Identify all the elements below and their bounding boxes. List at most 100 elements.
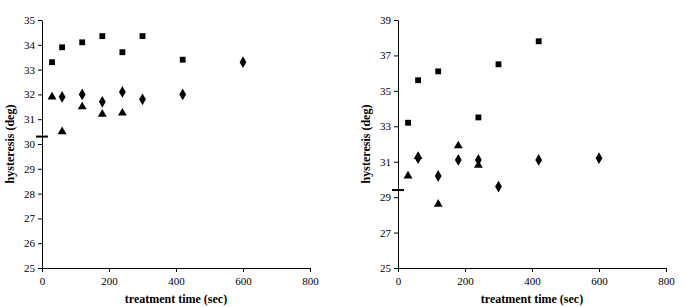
- point: [98, 109, 107, 117]
- x-tick-mark: [532, 268, 533, 272]
- point: [435, 68, 441, 74]
- y-tick-label: 29: [380, 191, 392, 203]
- y-tick: 29: [24, 163, 42, 175]
- x-tick-mark: [243, 268, 244, 272]
- series: [48, 92, 127, 134]
- y-tick-mark: [394, 126, 398, 127]
- y-axis: 25 26 27 28 29 30 31 32 33 34 35: [24, 14, 43, 274]
- point: [475, 115, 481, 121]
- x-tick: 200: [101, 268, 118, 287]
- y-tick-mark: [394, 91, 398, 92]
- y-tick: 31: [380, 156, 398, 168]
- point: [495, 181, 502, 193]
- point: [435, 170, 442, 182]
- point: [49, 59, 55, 65]
- point: [48, 92, 57, 100]
- point: [434, 199, 443, 207]
- point: [119, 49, 125, 55]
- chart: 02004006008002526272829303132333435treat…: [3, 14, 319, 306]
- y-tick: 30: [24, 138, 42, 150]
- point: [240, 56, 247, 68]
- x-tick-label: 200: [101, 275, 118, 287]
- plot-area: [48, 33, 247, 134]
- plot-area: [404, 38, 603, 206]
- y-tick: 31: [24, 113, 42, 125]
- y-tick-mark: [394, 268, 398, 269]
- y-tick-mark: [38, 45, 42, 46]
- point: [180, 57, 186, 63]
- y-tick-mark: [38, 20, 42, 21]
- y-tick-mark: [394, 55, 398, 56]
- x-tick-label: 0: [40, 275, 46, 287]
- point: [474, 160, 483, 168]
- y-tick-mark: [38, 268, 42, 269]
- y-tick-mark: [38, 169, 42, 170]
- point: [596, 152, 603, 164]
- point: [496, 61, 502, 67]
- y-tick-mark: [394, 20, 398, 21]
- point: [119, 86, 126, 98]
- figure: 02004006008002526272829303132333435treat…: [0, 0, 686, 307]
- y-axis-title: hysteresis (deg): [359, 105, 373, 184]
- x-tick-mark: [465, 268, 466, 272]
- y-tick-mark: [394, 233, 398, 234]
- x-axis-title: treatment time (sec): [481, 292, 583, 306]
- y-tick: 35: [380, 85, 398, 97]
- y-tick-mark: [394, 162, 398, 163]
- x-tick: 200: [457, 268, 474, 287]
- point: [405, 120, 411, 126]
- y-tick-label: 25: [24, 262, 36, 274]
- point: [139, 93, 146, 105]
- y-tick-label: 30: [24, 138, 36, 150]
- y-tick-label: 31: [380, 156, 391, 168]
- point: [79, 89, 86, 101]
- y-tick: 37: [380, 49, 398, 61]
- x-tick-label: 200: [457, 275, 474, 287]
- series: [59, 56, 247, 107]
- y-tick-label: 29: [24, 163, 36, 175]
- x-tick-label: 400: [168, 275, 185, 287]
- y-tick-mark: [38, 70, 42, 71]
- y-tick: 26: [24, 237, 42, 249]
- reference-dash: [392, 189, 404, 191]
- y-tick: 27: [24, 212, 42, 224]
- y-tick-mark: [38, 194, 42, 195]
- x-tick-label: 400: [524, 275, 541, 287]
- y-tick-label: 33: [380, 120, 392, 132]
- y-tick-label: 37: [380, 49, 392, 61]
- y-tick: 29: [380, 191, 398, 203]
- x-tick: 400: [168, 268, 185, 287]
- point: [414, 151, 423, 159]
- x-tick-mark: [666, 268, 667, 272]
- y-tick: 35: [24, 14, 42, 26]
- y-tick-label: 35: [380, 85, 392, 97]
- y-tick-label: 35: [24, 14, 36, 26]
- y-tick-label: 26: [24, 237, 36, 249]
- y-tick: 32: [24, 88, 42, 100]
- point: [59, 91, 66, 103]
- y-tick-label: 34: [24, 39, 36, 51]
- x-axis: 0200400600800: [396, 268, 676, 287]
- y-axis-line: [42, 21, 43, 269]
- y-tick-label: 33: [24, 64, 36, 76]
- y-tick-label: 25: [380, 262, 392, 274]
- y-tick-label: 27: [24, 212, 36, 224]
- x-tick-mark: [599, 268, 600, 272]
- y-tick-mark: [38, 119, 42, 120]
- point: [58, 126, 67, 134]
- point: [140, 33, 146, 39]
- y-tick-label: 28: [24, 188, 36, 200]
- point: [59, 44, 65, 50]
- y-axis-line: [398, 21, 399, 269]
- series: [405, 38, 541, 125]
- reference-dash: [36, 136, 48, 138]
- y-tick: 34: [24, 39, 42, 51]
- point: [99, 96, 106, 108]
- series: [415, 152, 603, 192]
- y-tick: 25: [380, 262, 398, 274]
- y-tick: 25: [24, 262, 42, 274]
- point: [79, 39, 85, 45]
- x-axis: 0200400600800: [40, 268, 320, 287]
- x-axis-title: treatment time (sec): [125, 292, 227, 306]
- x-tick-label: 800: [302, 275, 319, 287]
